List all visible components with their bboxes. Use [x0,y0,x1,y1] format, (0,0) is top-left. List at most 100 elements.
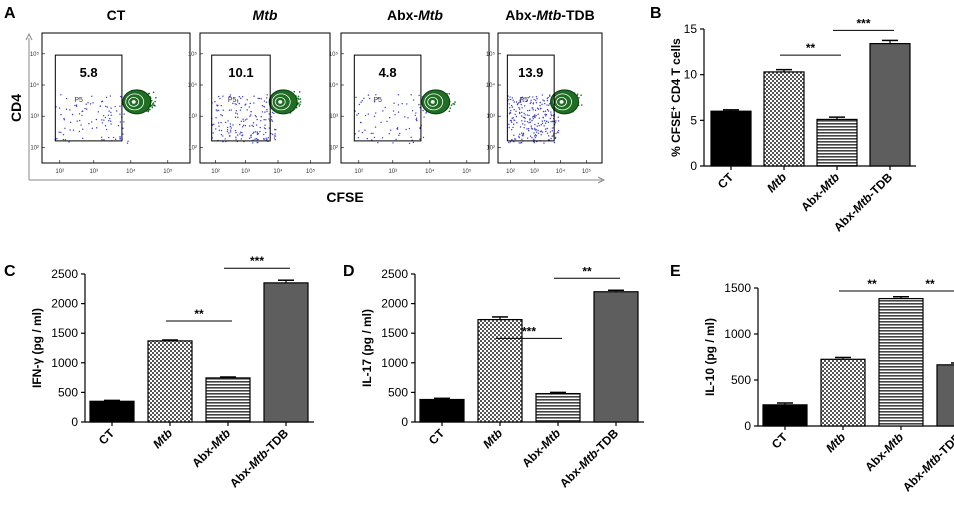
flow-event-dot [56,137,58,140]
flow-cluster-dot [576,93,579,95]
panel-label-d: D [343,263,355,280]
flow-event-dot [250,136,252,139]
significance-label: *** [856,16,870,30]
x-tick-label: Abx-Mtb-TDB [557,426,621,490]
flow-event-dot [354,133,357,135]
flow-event-dot [219,97,221,100]
flow-plot: Abx-Mtb-TDB 10² 10² 10³ 10³ 10⁴ 10⁴ 10⁵ 10⁵ 13.9 P… [486,7,603,175]
x-tick-label: Mtb [150,426,175,451]
flow-event-dot [240,106,243,109]
flow-event-dot [511,97,514,99]
bar [535,392,581,423]
flow-event-dot [535,114,537,117]
flow-event-dot [238,102,241,105]
flow-cluster-dot [297,95,300,98]
flow-event-dot [521,138,523,140]
flow-x-tick: 10² [506,169,515,175]
flow-cluster-dot [152,91,155,94]
flow-cluster-dot [298,105,301,107]
flow-plot-frame [340,32,490,164]
flow-event-dot [540,133,542,136]
flow-event-dot [527,109,529,112]
flow-event-dot [422,109,424,112]
flow-x-tick: 10⁴ [556,168,566,175]
flow-event-dot [230,109,233,111]
flow-event-dot [60,94,62,96]
flow-y-tick: 10³ [329,114,338,120]
flow-event-dot [524,124,526,126]
flow-event-dot [248,106,250,108]
y-tick-label: 10 [684,68,698,82]
flow-event-dot [271,120,274,122]
flow-event-dot [513,101,515,103]
flow-event-dot [513,108,515,111]
flow-event-dot [544,115,547,117]
flow-event-dot [71,113,74,116]
flow-plot-title: Mtb [253,7,278,23]
x-tick-label: Abx-Mtb [798,170,842,214]
flow-event-dot [221,114,223,117]
flow-gate-percent: 13.9 [518,65,543,80]
flow-event-dot [541,120,544,122]
flow-event-dot [252,125,255,128]
flow-event-dot [518,108,521,110]
flow-event-dot [405,128,407,131]
flow-x-tick: 10² [354,169,363,175]
flow-event-dot [72,129,75,131]
flow-event-dot [263,106,266,108]
flow-event-dot [256,131,259,133]
flow-event-dot [84,107,86,110]
flow-contour [421,89,451,115]
flow-event-dot [102,114,105,117]
flow-event-dot [246,109,248,111]
flow-event-dot [512,126,514,129]
flow-event-dot [239,97,242,100]
flow-event-dot [546,132,549,134]
flow-event-dot [224,138,226,140]
flow-event-dot [108,110,110,112]
flow-event-dot [76,120,78,122]
flow-event-dot [232,102,234,105]
flow-event-dot [214,100,216,103]
flow-event-dot [546,127,548,130]
flow-event-dot [380,121,382,124]
flow-event-dot [526,99,528,102]
flow-event-dot [537,113,539,115]
flow-event-dot [230,127,232,129]
flow-event-dot [110,111,112,114]
flow-event-dot [217,122,220,124]
flow-event-dot [539,104,541,107]
flow-event-dot [260,116,262,118]
flow-event-dot [519,101,522,103]
flow-event-dot [522,132,525,134]
flow-event-dot [392,110,395,112]
flow-event-dot [392,142,394,144]
flow-event-dot [238,123,241,126]
flow-event-dot [552,120,554,123]
flow-event-dot [254,131,257,133]
flow-event-dot [510,121,513,123]
flow-event-dot [535,131,538,133]
flow-event-dot [377,141,379,144]
flow-event-dot [266,138,268,140]
flow-event-dot [69,121,72,123]
flow-event-dot [119,136,121,138]
flow-plot-frame [41,32,191,164]
flow-event-dot [393,102,395,104]
x-tick-label: Abx-Mtb-TDB [227,426,291,490]
flow-event-dot [546,109,549,111]
flow-event-dot [65,108,68,110]
flow-event-dot [235,112,237,114]
bar [869,43,911,167]
flow-event-dot [396,128,399,130]
flow-plot-title: Abx-Mtb-TDB [505,7,594,23]
flow-event-dot [364,129,366,131]
flow-event-dot [508,126,510,129]
flow-event-dot [62,133,65,136]
flow-event-dot [364,114,367,117]
bar [263,282,309,423]
flow-event-dot [259,130,261,133]
flow-contour [556,97,567,107]
flow-event-dot [555,132,557,135]
flow-event-dot [527,97,529,99]
